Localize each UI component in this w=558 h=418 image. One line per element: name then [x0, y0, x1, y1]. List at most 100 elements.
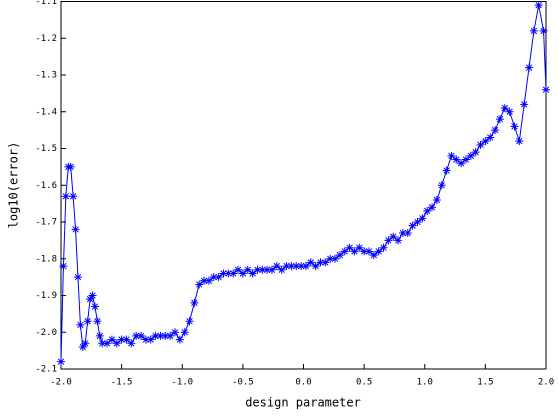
data-point — [234, 265, 243, 274]
data-point — [326, 254, 335, 263]
data-point — [190, 298, 199, 307]
x-axis-label: design parameter — [245, 396, 361, 410]
data-point — [137, 331, 146, 340]
data-point — [209, 273, 218, 282]
data-point — [59, 262, 68, 271]
data-point — [200, 276, 209, 285]
data-point — [510, 122, 519, 131]
data-point — [238, 269, 247, 278]
x-tick-label: 1.0 — [417, 378, 433, 388]
data-point — [394, 236, 403, 245]
data-point — [57, 357, 65, 366]
data-point — [457, 159, 466, 168]
data-point — [141, 335, 150, 344]
data-point — [437, 181, 446, 190]
x-tick-label: 2.0 — [538, 378, 554, 388]
y-tick-label: -2.0 — [35, 328, 57, 338]
data-point — [146, 335, 155, 344]
data-point — [95, 331, 104, 340]
data-point — [331, 254, 340, 263]
data-point — [432, 195, 441, 204]
data-point — [384, 236, 393, 245]
data-point — [195, 280, 204, 289]
data-point — [117, 335, 126, 344]
data-point — [88, 291, 97, 300]
data-point — [282, 262, 291, 271]
data-point — [306, 258, 315, 267]
data-point — [151, 331, 160, 340]
series-line — [60, 5, 547, 362]
data-point — [447, 151, 456, 160]
plot-frame — [60, 1, 547, 370]
data-point — [311, 262, 320, 271]
data-point — [90, 302, 99, 311]
y-tick-label: -1.4 — [35, 107, 57, 117]
data-point — [69, 192, 78, 201]
data-point — [442, 166, 451, 175]
y-tick-label: -1.2 — [35, 34, 57, 44]
data-point — [161, 331, 170, 340]
y-tick-label: -1.3 — [35, 71, 57, 81]
data-point — [248, 269, 257, 278]
data-point — [316, 258, 325, 267]
data-point — [423, 206, 432, 215]
data-point — [374, 247, 383, 256]
data-point — [476, 140, 485, 149]
data-point — [340, 247, 349, 256]
data-point — [73, 273, 82, 282]
data-point — [466, 151, 475, 160]
data-point — [408, 221, 417, 230]
y-tick-label: -1.7 — [35, 218, 57, 228]
data-point — [229, 269, 238, 278]
data-point — [413, 218, 422, 226]
data-point — [379, 243, 388, 252]
data-point — [156, 331, 165, 340]
y-tick-label: -1.9 — [35, 291, 57, 301]
data-point — [471, 148, 480, 157]
x-tick-label: -0.5 — [232, 378, 254, 388]
data-point — [103, 339, 112, 348]
data-point — [76, 320, 85, 329]
x-tick-label: 0.5 — [356, 378, 372, 388]
data-point — [321, 258, 330, 267]
data-point — [78, 342, 87, 351]
data-point — [355, 243, 364, 252]
x-tick-label: -1.5 — [111, 378, 133, 388]
data-point — [132, 331, 141, 340]
y-tick-label: -1.1 — [35, 0, 57, 7]
data-point — [292, 262, 301, 271]
data-point — [122, 335, 131, 344]
x-tick-label: -1.0 — [171, 378, 193, 388]
data-point — [272, 262, 281, 271]
data-point — [403, 229, 412, 238]
data-point — [258, 265, 267, 274]
data-point — [515, 137, 524, 146]
data-point — [389, 232, 398, 241]
data-point — [166, 331, 175, 340]
data-point — [127, 339, 136, 348]
data-point — [350, 247, 359, 256]
data-point — [98, 339, 107, 348]
data-point — [224, 269, 233, 278]
data-point — [267, 265, 276, 274]
data-point — [277, 265, 286, 274]
data-point — [461, 155, 470, 164]
data-point — [486, 133, 495, 142]
data-point — [520, 100, 529, 109]
data-point — [364, 247, 373, 256]
data-point — [204, 276, 213, 285]
data-point — [287, 262, 296, 271]
y-tick-label: -1.5 — [35, 144, 57, 154]
data-point — [180, 328, 189, 337]
data-point — [71, 225, 80, 234]
data-point — [112, 339, 121, 348]
data-point — [214, 273, 223, 282]
data-point — [491, 126, 500, 135]
data-point — [93, 317, 102, 326]
data-point — [542, 85, 550, 94]
x-tick-label: 1.5 — [477, 378, 493, 388]
y-axis-label: log10(error) — [7, 142, 21, 229]
data-point — [539, 26, 548, 35]
data-point — [86, 295, 95, 304]
